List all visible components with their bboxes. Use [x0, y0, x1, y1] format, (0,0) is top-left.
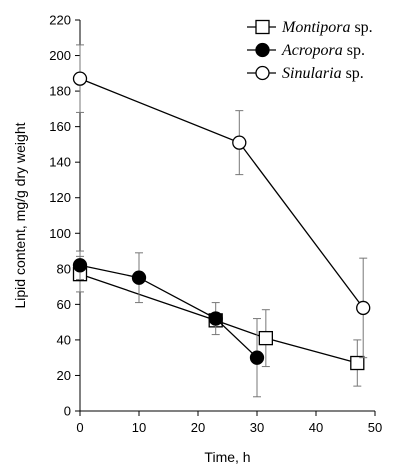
y-tick-label: 20: [57, 368, 71, 383]
data-point: [232, 135, 247, 150]
y-tick-label: 140: [49, 155, 71, 170]
series-line: [79, 264, 258, 359]
x-tick-label: 0: [76, 420, 83, 435]
series-acropora: [72, 250, 265, 398]
x-tick-label: 50: [368, 420, 382, 435]
legend-item-acropora: Acropora sp.: [247, 42, 365, 59]
legend-marker: [255, 19, 270, 35]
legend-label-italic: Sinularia: [282, 65, 342, 82]
legend-label-suffix: sp.: [342, 65, 364, 82]
x-tick-label: 20: [191, 420, 205, 435]
data-point: [72, 258, 88, 273]
legend-label: Montipora sp.: [281, 19, 373, 36]
series-layer: [72, 44, 371, 398]
data-point: [350, 355, 365, 371]
x-tick-label: 30: [250, 420, 264, 435]
legend-label: Acropora sp.: [281, 42, 365, 59]
legend-label-suffix: sp.: [350, 19, 372, 36]
x-tick-label: 10: [132, 420, 146, 435]
legend-label: Sinularia sp.: [282, 65, 364, 82]
y-tick-label: 200: [49, 48, 71, 63]
data-point: [208, 311, 223, 326]
series-sinularia: [72, 44, 371, 359]
legend-marker: [255, 42, 270, 58]
y-tick-label: 220: [49, 13, 71, 28]
series-line: [79, 273, 358, 364]
legend: Montipora sp.Acropora sp.Sinularia sp.: [247, 19, 373, 82]
data-point: [258, 330, 274, 346]
legend-label-italic: Acropora: [281, 42, 343, 59]
legend-item-montipora: Montipora sp.: [247, 19, 373, 36]
data-point: [131, 270, 147, 285]
y-tick-label: 60: [57, 297, 71, 312]
legend-marker: [255, 65, 270, 81]
y-tick-label: 160: [49, 119, 71, 134]
y-tick-label: 80: [57, 261, 71, 276]
y-tick-label: 0: [64, 404, 71, 419]
x-axis-label: Time, h: [204, 449, 250, 465]
axes: 0 20 40 60 80 100 120 140 160 180 200 220 0 10 20 30 40 5…: [49, 13, 382, 436]
legend-label-suffix: sp.: [343, 42, 365, 59]
x-tick-label: 40: [309, 420, 323, 435]
data-point: [249, 350, 265, 365]
legend-label-italic: Montipora: [281, 19, 350, 36]
data-point: [356, 300, 371, 316]
series-line: [79, 78, 364, 309]
y-tick-label: 120: [49, 190, 71, 205]
y-tick-label: 100: [49, 226, 71, 241]
y-axis-label: Lipid content, mg/g dry weight: [12, 122, 28, 308]
y-tick-label: 40: [57, 332, 71, 347]
legend-item-sinularia: Sinularia sp.: [247, 65, 364, 82]
y-tick-label: 180: [49, 84, 71, 99]
data-point: [72, 71, 88, 86]
